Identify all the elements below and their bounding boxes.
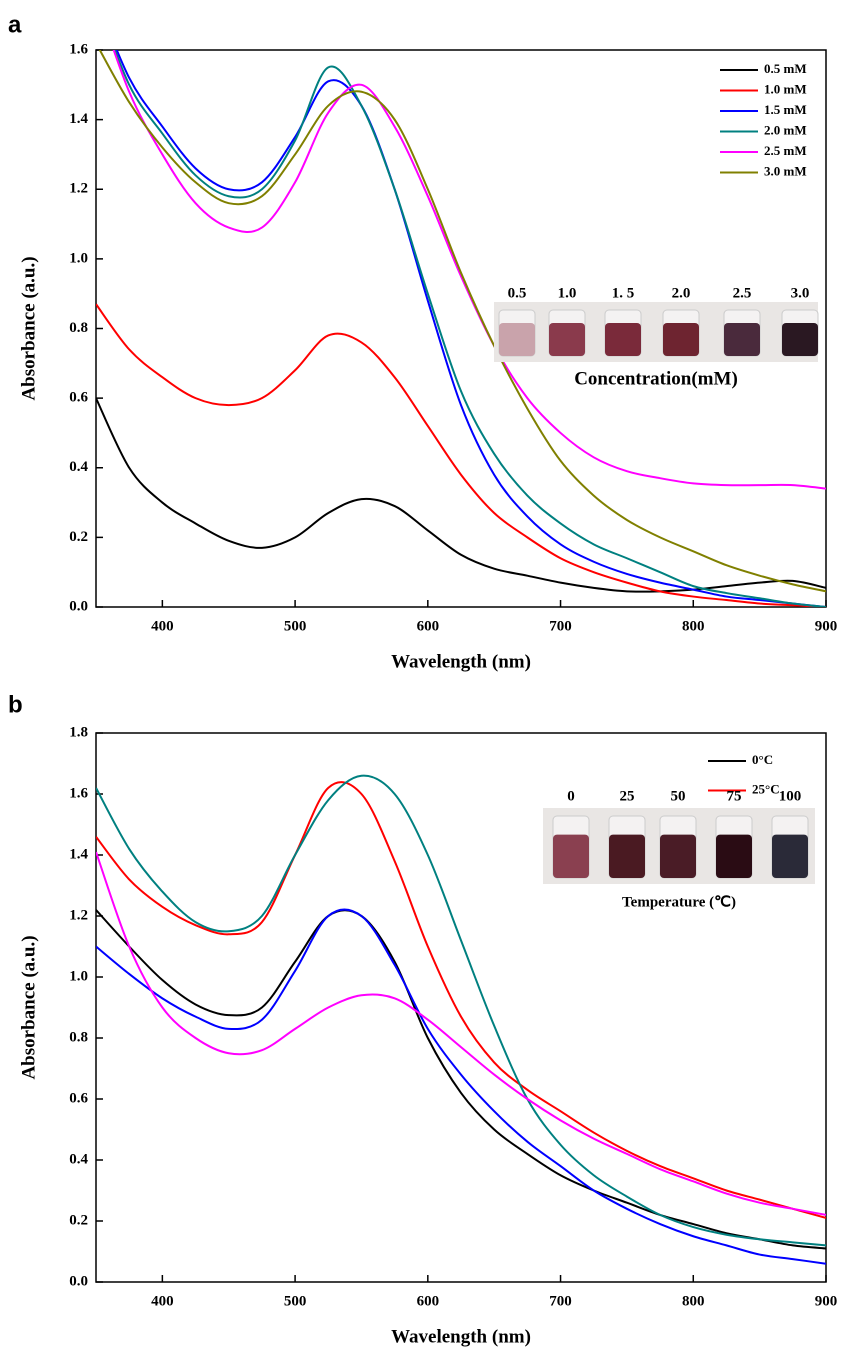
legend-label: 2.5 mM xyxy=(764,143,807,158)
y-tick-label: 0.2 xyxy=(69,529,88,545)
legend-label: 2.0 mM xyxy=(764,122,807,137)
x-axis-title: Wavelength (nm) xyxy=(391,651,531,672)
x-tick-label: 500 xyxy=(284,1293,307,1309)
x-tick-label: 900 xyxy=(815,618,838,634)
x-tick-label: 400 xyxy=(151,1293,174,1309)
series-line xyxy=(96,908,826,1265)
y-tick-label: 1.4 xyxy=(69,846,88,862)
series-line xyxy=(96,851,826,1216)
vial-liquid xyxy=(782,323,818,356)
y-tick-label: 0.2 xyxy=(69,1212,88,1228)
y-tick-label: 1.2 xyxy=(69,907,88,923)
vial-liquid xyxy=(609,834,645,878)
x-tick-label: 400 xyxy=(151,618,174,634)
vial-liquid xyxy=(724,323,760,356)
vial-liquid xyxy=(772,834,808,878)
vial-liquid xyxy=(553,834,589,878)
legend-label: 3.0 mM xyxy=(764,163,807,178)
legend-label: 1.5 mM xyxy=(764,102,807,117)
series-line xyxy=(96,909,826,1250)
x-tick-label: 500 xyxy=(284,618,307,634)
inset-label: 1.0 xyxy=(558,285,577,301)
y-tick-label: 0.4 xyxy=(69,1151,88,1167)
series-line xyxy=(96,303,826,607)
x-tick-label: 800 xyxy=(682,1293,705,1309)
vial-liquid xyxy=(663,323,699,356)
inset-label: 1. 5 xyxy=(612,285,635,301)
plot-lines xyxy=(96,50,826,607)
y-tick-label: 0.0 xyxy=(69,598,88,614)
series-line xyxy=(115,50,826,607)
series-line xyxy=(96,397,826,593)
series-line xyxy=(113,50,826,607)
vial-liquid xyxy=(549,323,585,356)
x-tick-label: 700 xyxy=(549,618,572,634)
inset-label: 25 xyxy=(620,788,635,804)
y-tick-label: 1.2 xyxy=(69,181,88,197)
series-line xyxy=(96,774,826,1247)
panel-label: b xyxy=(8,691,23,718)
inset-label: 0 xyxy=(567,788,575,804)
series-line xyxy=(98,50,826,593)
vial-liquid xyxy=(660,834,696,878)
inset-label: 75 xyxy=(727,788,742,804)
inset-title: Temperature (℃) xyxy=(622,894,736,910)
vial-liquid xyxy=(499,323,535,356)
y-tick-label: 1.0 xyxy=(69,250,88,266)
series-line xyxy=(112,50,826,490)
y-axis-title: Absorbance (a.u.) xyxy=(18,935,39,1079)
inset-label: 50 xyxy=(671,788,686,804)
vial-liquid xyxy=(716,834,752,878)
y-tick-label: 0.8 xyxy=(69,1029,88,1045)
x-tick-label: 800 xyxy=(682,618,705,634)
plot-frame xyxy=(95,732,827,1283)
inset-label: 2.0 xyxy=(672,285,691,301)
y-tick-label: 0.6 xyxy=(69,390,88,406)
y-tick-label: 0.4 xyxy=(69,459,88,475)
plot-frame xyxy=(95,49,827,608)
y-tick-label: 0.0 xyxy=(69,1273,88,1289)
x-tick-label: 600 xyxy=(417,618,440,634)
y-tick-label: 0.8 xyxy=(69,320,88,336)
x-tick-label: 900 xyxy=(815,1293,838,1309)
y-tick-label: 1.6 xyxy=(69,785,88,801)
y-axis-title: Absorbance (a.u.) xyxy=(18,256,39,400)
legend-label: 0.5 mM xyxy=(764,61,807,76)
inset-label: 3.0 xyxy=(791,285,810,301)
inset-label: 0.5 xyxy=(508,285,527,301)
legend-label: 25°C xyxy=(752,781,780,796)
vial-liquid xyxy=(605,323,641,356)
inset-photo xyxy=(494,302,818,362)
inset-label: 100 xyxy=(779,788,802,804)
y-tick-label: 1.0 xyxy=(69,968,88,984)
y-tick-label: 1.8 xyxy=(69,724,88,740)
plot-lines xyxy=(96,774,826,1265)
x-tick-label: 700 xyxy=(549,1293,572,1309)
series-line xyxy=(96,781,826,1219)
panel-label: a xyxy=(8,11,22,38)
y-tick-label: 1.6 xyxy=(69,41,88,57)
y-tick-label: 1.4 xyxy=(69,111,88,127)
legend-label: 1.0 mM xyxy=(764,81,807,96)
inset-label: 2.5 xyxy=(733,285,752,301)
x-axis-title: Wavelength (nm) xyxy=(391,1326,531,1347)
y-tick-label: 0.6 xyxy=(69,1090,88,1106)
inset-title: Concentration(mM) xyxy=(574,368,738,389)
legend-label: 0°C xyxy=(752,752,773,767)
x-tick-label: 600 xyxy=(417,1293,440,1309)
